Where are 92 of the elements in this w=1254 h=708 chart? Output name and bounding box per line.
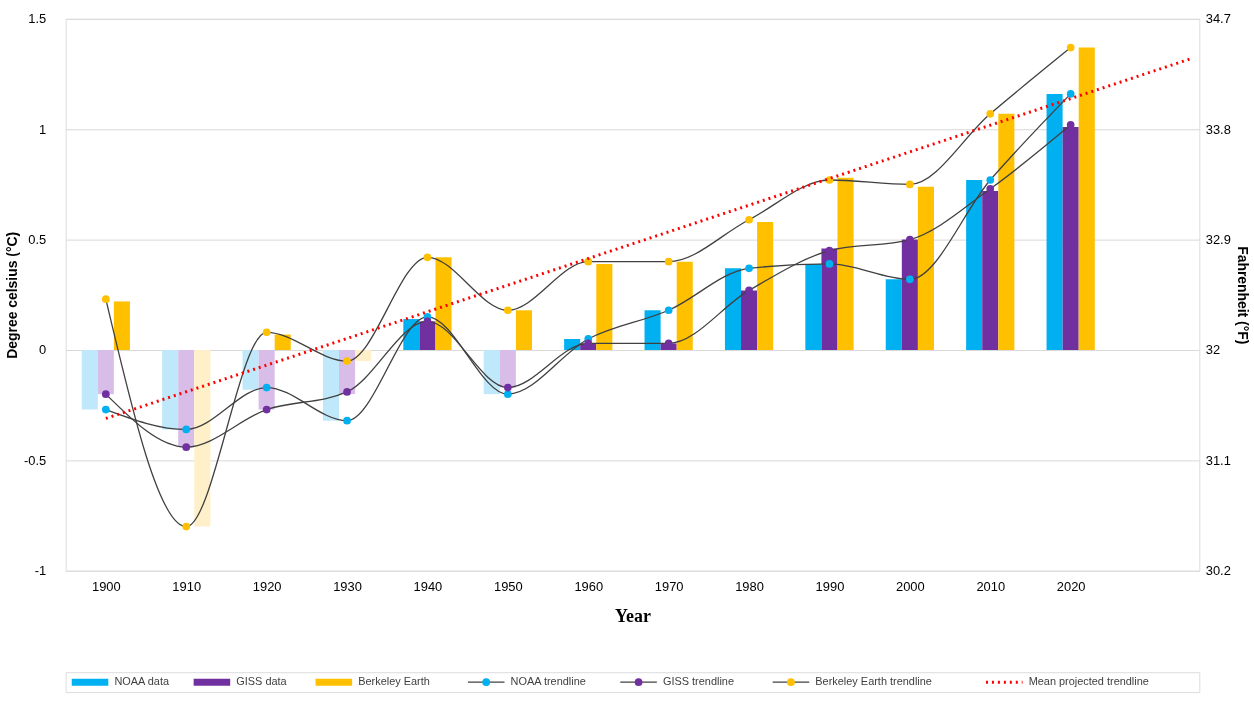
bar: [676, 261, 693, 350]
y-tick-label: 0: [39, 342, 47, 358]
bar: [355, 350, 372, 362]
y2-axis-title: Fahrenheit (°F): [1234, 246, 1251, 345]
bar: [499, 350, 516, 388]
x-axis-title: Year: [615, 605, 651, 626]
point: [182, 522, 191, 531]
point: [101, 405, 110, 414]
point: [503, 306, 512, 315]
bar: [322, 350, 339, 421]
y-tick-label: 1: [39, 121, 47, 137]
bar: [1046, 93, 1063, 350]
x-tick-label: 2000: [896, 579, 925, 595]
y2-tick-label: 33.8: [1205, 121, 1231, 137]
bar: [435, 257, 452, 350]
point: [1066, 90, 1075, 98]
y2-tick-label: 32.9: [1205, 232, 1231, 248]
point: [906, 180, 914, 189]
bar: [274, 334, 291, 350]
bar: [885, 279, 902, 350]
bar: [194, 350, 211, 527]
x-tick-label: 1960: [574, 579, 604, 595]
bar: [644, 310, 661, 350]
bar: [596, 263, 613, 350]
x-tick-label: 1980: [735, 579, 764, 595]
y-tick-label: -0.5: [23, 452, 47, 468]
point: [262, 405, 271, 414]
point: [986, 109, 995, 118]
point: [986, 185, 995, 193]
point: [503, 383, 512, 392]
point: [262, 328, 271, 337]
x-tick-label: 1910: [172, 579, 202, 595]
legend-label: NOAA trendline: [510, 675, 586, 688]
point: [101, 295, 110, 304]
point: [343, 416, 351, 425]
legend-label: Berkeley Earth: [358, 675, 430, 688]
x-tick-label: 1990: [815, 579, 845, 595]
bar: [242, 350, 259, 390]
point: [906, 275, 914, 284]
x-tick-label: 1930: [333, 579, 362, 595]
y2-tick-label: 30.2: [1205, 563, 1231, 579]
point: [343, 388, 351, 396]
bar: [97, 350, 114, 395]
y2-tick-label: 34.7: [1205, 11, 1231, 27]
x-tick-label: 1940: [413, 579, 443, 595]
bar: [724, 268, 742, 350]
bar: [515, 310, 532, 350]
x-tick-label: 2020: [1056, 579, 1086, 595]
bar: [998, 113, 1015, 350]
bar: [837, 177, 854, 350]
x-tick-label: 1970: [654, 579, 684, 595]
bar: [821, 248, 838, 350]
y2-tick-label: 31.1: [1205, 452, 1231, 468]
bar: [917, 186, 934, 350]
x-tick-label: 1950: [493, 579, 523, 595]
legend-label: GISS trendline: [662, 675, 734, 688]
bar: [966, 180, 983, 350]
bar: [483, 350, 500, 395]
bar: [81, 350, 98, 410]
legend-label: GISS data: [236, 675, 288, 688]
point: [101, 390, 110, 398]
x-tick-label: 2010: [976, 579, 1006, 595]
point: [986, 176, 995, 184]
point: [745, 264, 753, 273]
x-tick-label: 1920: [252, 579, 282, 595]
legend-label: Mean projected trendline: [1028, 675, 1149, 688]
legend-label: NOAA data: [114, 675, 170, 688]
bar: [113, 301, 130, 350]
point: [745, 215, 753, 224]
point: [503, 390, 512, 398]
point: [423, 253, 432, 262]
point: [262, 383, 271, 392]
y-axis-title: Degree celsius (°C): [4, 231, 20, 359]
point: [664, 257, 673, 266]
bar: [1078, 47, 1095, 350]
point: [182, 443, 191, 451]
point: [825, 260, 834, 268]
point: [1066, 120, 1075, 129]
bar: [162, 350, 179, 430]
x-tick-label: 1900: [91, 579, 121, 595]
bar: [757, 221, 774, 350]
point: [343, 357, 351, 365]
y-tick-label: 0.5: [28, 232, 47, 248]
point: [1066, 43, 1075, 52]
y2-tick-label: 32: [1205, 342, 1221, 358]
legend-label: Berkeley Earth trendline: [815, 675, 932, 688]
bar: [178, 350, 195, 448]
point: [182, 425, 191, 434]
y-tick-label: 1.5: [28, 11, 47, 27]
point: [664, 306, 673, 315]
bar: [805, 263, 822, 350]
y-tick-label: -1: [34, 563, 47, 579]
